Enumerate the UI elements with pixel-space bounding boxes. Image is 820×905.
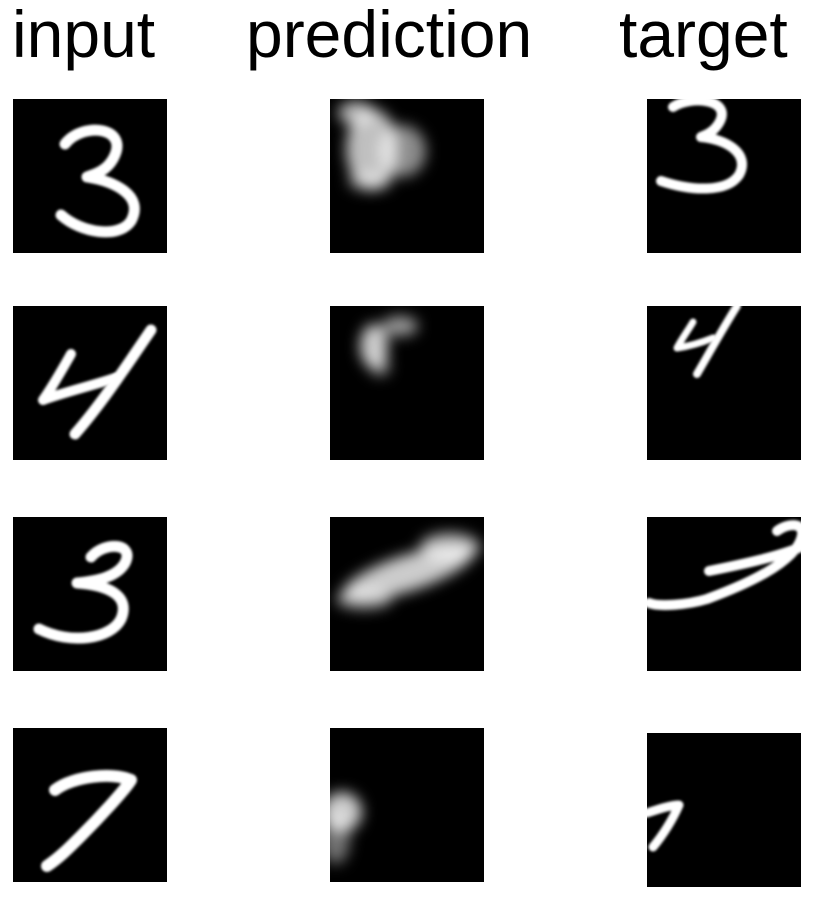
target-column-header: target [619, 0, 788, 71]
prediction-image-row-3 [330, 517, 484, 671]
target-image-row-4 [647, 733, 801, 887]
input-image-row-2 [13, 306, 167, 460]
input-column-header: input [12, 0, 156, 71]
input-image-row-3 [13, 517, 167, 671]
input-image-row-4 [13, 728, 167, 882]
prediction-image-row-1 [330, 99, 484, 253]
prediction-column-header: prediction [246, 0, 533, 71]
target-image-row-1 [647, 99, 801, 253]
prediction-image-row-4 [330, 728, 484, 882]
input-image-row-1 [13, 99, 167, 253]
target-image-row-3 [647, 517, 801, 671]
target-image-row-2 [647, 306, 801, 460]
prediction-image-row-2 [330, 306, 484, 460]
